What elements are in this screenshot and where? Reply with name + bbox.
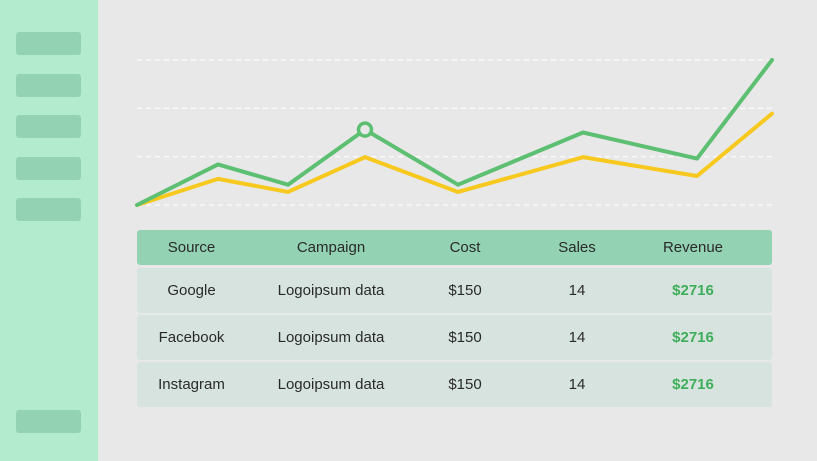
- cell-campaign: Logoipsum data: [277, 282, 385, 299]
- sidebar-item-bottom[interactable]: [16, 410, 81, 433]
- sidebar-item-4[interactable]: [16, 157, 81, 180]
- table-row[interactable]: Facebook Logoipsum data $150 14 $2716: [137, 315, 772, 360]
- cell-revenue: $2716: [672, 376, 714, 393]
- cell-cost: $150: [448, 282, 482, 299]
- table-row[interactable]: Google Logoipsum data $150 14 $2716: [137, 268, 772, 313]
- cell-cost: $150: [448, 376, 482, 393]
- cell-source: Instagram: [158, 376, 225, 393]
- highlight-point[interactable]: [356, 121, 374, 138]
- cell-revenue: $2716: [672, 329, 714, 346]
- cell-cost: $150: [448, 329, 482, 346]
- cell-revenue: $2716: [672, 282, 714, 299]
- cell-source: Facebook: [158, 329, 225, 346]
- cell-sales: 14: [568, 282, 586, 299]
- sidebar-item-1[interactable]: [16, 32, 81, 55]
- campaign-table: Source Campaign Cost Sales Revenue Googl…: [137, 230, 772, 407]
- sidebar: [0, 0, 98, 461]
- cell-source: Google: [167, 282, 216, 299]
- cell-campaign: Logoipsum data: [277, 376, 385, 393]
- cell-sales: 14: [568, 329, 586, 346]
- header-source: Source: [167, 239, 216, 256]
- header-campaign: Campaign: [296, 239, 366, 256]
- table-header-row: Source Campaign Cost Sales Revenue: [137, 230, 772, 265]
- sidebar-item-2[interactable]: [16, 74, 81, 97]
- header-revenue: Revenue: [662, 239, 724, 256]
- sidebar-item-3[interactable]: [16, 115, 81, 138]
- cell-sales: 14: [568, 376, 586, 393]
- series-line-green: [135, 58, 774, 207]
- cell-campaign: Logoipsum data: [277, 329, 385, 346]
- chart-series: [135, 58, 774, 207]
- series-line-yellow: [135, 111, 774, 207]
- line-chart: [135, 58, 774, 207]
- header-cost: Cost: [449, 239, 481, 256]
- chart-grid: [137, 59, 772, 206]
- table-row[interactable]: Instagram Logoipsum data $150 14 $2716: [137, 362, 772, 407]
- sidebar-item-5[interactable]: [16, 198, 81, 221]
- header-sales: Sales: [558, 239, 596, 256]
